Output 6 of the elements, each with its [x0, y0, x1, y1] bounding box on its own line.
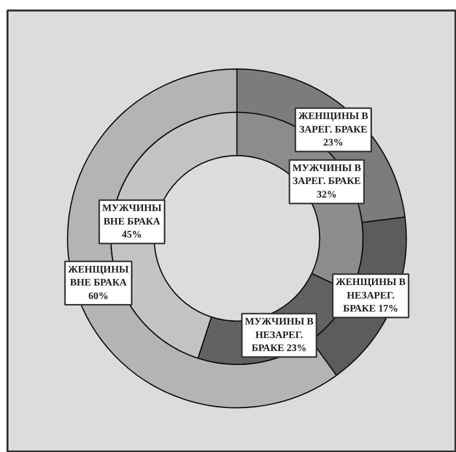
data-label: ЖЕНЩИНЫ ВНЕ БРАКА 60% — [68, 264, 129, 302]
data-label: МУЖЧИНЫ ВНЕ БРАКА 45% — [102, 203, 162, 241]
data-label: ЖЕНЩИНЫ В НЕЗАРЕГ. БРАКЕ 17% — [336, 277, 406, 315]
data-label: ЖЕНЩИНЫ В ЗАРЕГ. БРАКЕ 23% — [298, 111, 369, 148]
data-label: МУЖЧИНЫ В НЕЗАРЕГ. БРАКЕ 23% — [244, 316, 314, 354]
data-label: МУЖЧИНЫ В ЗАРЕГ. БРАКЕ 32% — [292, 163, 362, 200]
